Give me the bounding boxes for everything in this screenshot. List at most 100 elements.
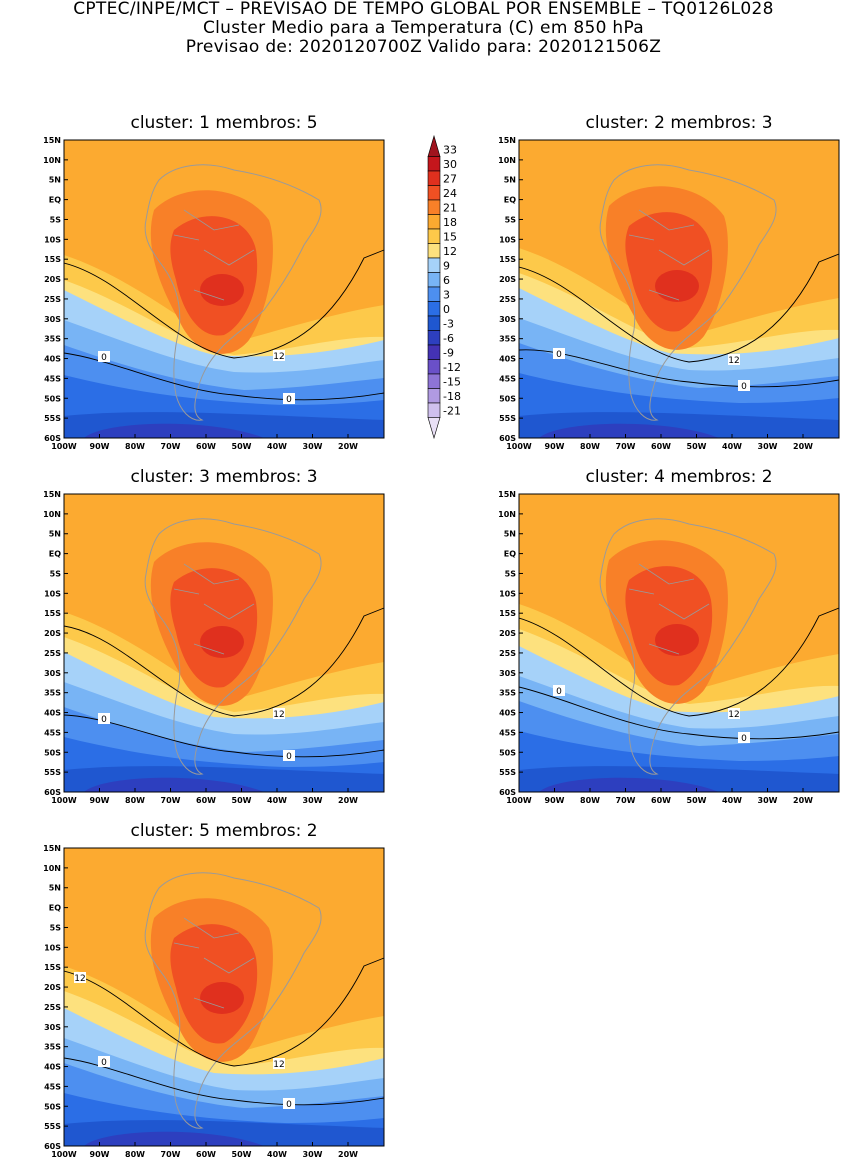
lat-tick-label: 50S: [44, 394, 61, 403]
lon-tick-label: 70W: [616, 442, 636, 451]
lat-tick-label: 25S: [44, 1003, 61, 1012]
panel-title-1: cluster: 1 membros: 5: [130, 113, 318, 133]
lat-tick-label: 5S: [50, 923, 62, 932]
legend-swatch: [427, 228, 441, 244]
lat-tick-label: EQ: [504, 196, 516, 205]
map-panel-2: 12 0 0 15N 10N 5N EQ 5S 10S 15S 20S 25S 30S 35S 40S 45S…: [483, 132, 843, 462]
lat-tick-label: 40S: [44, 355, 61, 364]
map-svg: 12 0 0 15N 10N 5N EQ 5S 10S 15S 20S 25S 30S 35S 40S 45S…: [498, 490, 840, 805]
contour-label: 0: [741, 382, 747, 392]
lat-tick-label: 15S: [44, 609, 61, 618]
lat-tick-label: 5N: [49, 530, 61, 539]
lat-tick-label: 20S: [44, 275, 61, 284]
lon-tick-label: 80W: [580, 442, 600, 451]
lon-tick-label: 40W: [722, 442, 742, 451]
lat-tick-label: 35S: [499, 689, 516, 698]
lon-tick-label: 50W: [687, 796, 707, 805]
legend-level-label: 0: [443, 303, 450, 316]
legend-swatch: [427, 243, 441, 259]
legend-level-label: 33: [443, 143, 457, 156]
lat-tick-label: 5N: [49, 884, 61, 893]
lon-tick-label: 70W: [161, 796, 181, 805]
lon-tick-label: 30W: [303, 442, 323, 451]
legend-swatch: [427, 170, 441, 186]
legend-level-label: 27: [443, 172, 457, 185]
color-legend: 33 30 27 24 21 18 15 12 9 6 3 0 -3 -6 -9 -12 -15 -18 -21: [422, 132, 482, 444]
lat-tick-label: 15S: [44, 255, 61, 264]
lat-tick-label: 60S: [499, 788, 516, 797]
lat-tick-label: 45S: [499, 374, 516, 383]
lon-tick-label: 20W: [338, 796, 358, 805]
lat-tick-label: EQ: [49, 550, 61, 559]
lon-tick-label: 40W: [722, 796, 742, 805]
lat-tick-label: 45S: [44, 374, 61, 383]
lat-tick-label: 10S: [44, 589, 61, 598]
contour-label: 0: [286, 395, 292, 405]
legend-swatch: [427, 359, 441, 375]
lat-tick-label: 15N: [43, 136, 61, 145]
lat-tick-label: 15N: [43, 844, 61, 853]
legend-swatch: [427, 272, 441, 288]
legend-level-label: 18: [443, 216, 457, 229]
panel-title-5: cluster: 5 membros: 2: [130, 821, 318, 841]
lat-tick-label: 45S: [44, 1082, 61, 1091]
lat-tick-label: 30S: [499, 669, 516, 678]
lon-tick-label: 90W: [545, 796, 565, 805]
lon-tick-label: 60W: [651, 796, 671, 805]
contour-label: 12: [273, 352, 284, 362]
lat-tick-label: EQ: [49, 904, 61, 913]
lon-tick-label: 50W: [232, 1150, 252, 1159]
lat-tick-label: 15S: [499, 609, 516, 618]
lat-tick-label: 30S: [44, 669, 61, 678]
lat-tick-label: 45S: [499, 728, 516, 737]
lat-tick-label: 10N: [43, 510, 61, 519]
lon-tick-label: 30W: [303, 1150, 323, 1159]
lat-tick-label: 10S: [499, 589, 516, 598]
lat-tick-label: 35S: [44, 1043, 61, 1052]
lat-tick-label: 25S: [499, 649, 516, 658]
legend-level-label: 15: [443, 230, 457, 243]
legend-level-label: -3: [443, 317, 454, 330]
legend-swatch: [427, 301, 441, 317]
legend-swatch: [427, 214, 441, 230]
map-panel-1: 12 0 0 15N 10N 5N EQ 5S 10S 15S 20S 25S 30S 35S 40S 45S…: [28, 132, 388, 462]
lon-tick-label: 90W: [90, 442, 110, 451]
lon-tick-label: 30W: [303, 796, 323, 805]
lon-tick-label: 80W: [125, 442, 145, 451]
lon-tick-label: 70W: [616, 796, 636, 805]
lat-tick-label: 10N: [498, 156, 516, 165]
legend-swatch: [427, 257, 441, 273]
lat-tick-label: 25S: [499, 295, 516, 304]
legend-level-label: -18: [443, 390, 461, 403]
lat-tick-label: 60S: [44, 434, 61, 443]
lat-tick-label: 40S: [44, 1063, 61, 1072]
lat-tick-label: 55S: [499, 768, 516, 777]
lon-tick-label: 20W: [338, 1150, 358, 1159]
legend-level-label: 21: [443, 201, 457, 214]
lat-tick-label: 35S: [499, 335, 516, 344]
lat-tick-label: 5S: [505, 569, 517, 578]
lat-tick-label: 30S: [499, 315, 516, 324]
lat-tick-label: 25S: [44, 295, 61, 304]
lon-tick-label: 20W: [793, 442, 813, 451]
lon-tick-label: 20W: [338, 442, 358, 451]
lat-tick-label: 50S: [499, 394, 516, 403]
lat-tick-label: 10N: [43, 156, 61, 165]
lat-tick-label: 50S: [44, 748, 61, 757]
contour-label: 0: [556, 350, 562, 360]
lat-tick-label: 55S: [44, 414, 61, 423]
lon-tick-label: 60W: [196, 1150, 216, 1159]
legend-swatch: [427, 402, 441, 418]
panel-title-4: cluster: 4 membros: 2: [585, 467, 773, 487]
lat-tick-label: 5N: [504, 530, 516, 539]
lat-tick-label: 25S: [44, 649, 61, 658]
contour-label: 12: [273, 710, 284, 720]
lat-tick-label: 15N: [498, 490, 516, 499]
panel-title-3: cluster: 3 membros: 3: [130, 467, 318, 487]
lat-tick-label: 50S: [499, 748, 516, 757]
legend-level-label: 30: [443, 158, 457, 171]
lon-tick-label: 30W: [758, 442, 778, 451]
legend-level-label: 3: [443, 288, 450, 301]
lon-tick-label: 100W: [51, 442, 77, 451]
legend-swatch: [427, 373, 441, 389]
